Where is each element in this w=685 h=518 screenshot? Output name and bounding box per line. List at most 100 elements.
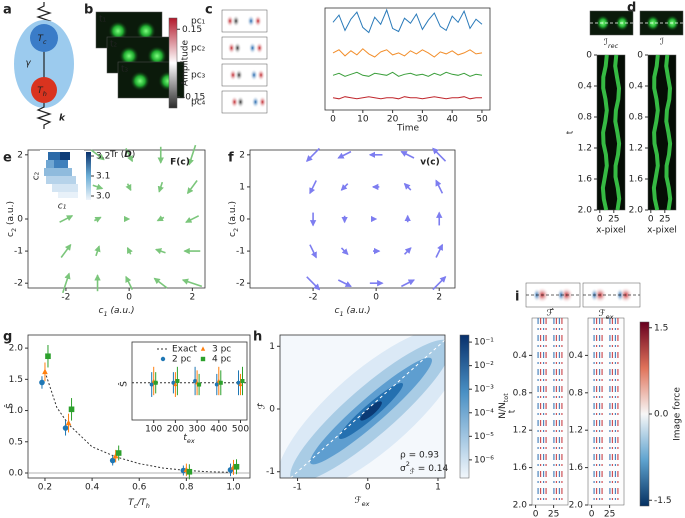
panel-label: a xyxy=(3,3,12,18)
data-point xyxy=(65,419,72,426)
data-point xyxy=(175,379,180,383)
data-point xyxy=(233,463,240,470)
data-point xyxy=(200,346,206,351)
vector-arrow xyxy=(60,243,72,258)
text-part: T xyxy=(37,34,44,44)
text-part: c xyxy=(134,502,138,510)
x-tick-label: 300 xyxy=(189,425,206,435)
x-tick-label: 0.4 xyxy=(85,483,100,493)
x-tick-label: 50 xyxy=(476,115,488,125)
y-tick-label: 0 xyxy=(17,215,23,225)
kymograph-track xyxy=(651,54,660,211)
text-part: = 0.14 xyxy=(415,464,449,474)
x-tick-label: 500 xyxy=(232,425,249,435)
vector-arrow xyxy=(125,183,132,192)
y-tick-label: 1.6 xyxy=(578,175,593,185)
data-point xyxy=(45,353,51,360)
y-label: ℱ̂ xyxy=(257,402,268,409)
data-point xyxy=(173,382,178,387)
y-tick-label: 1.2 xyxy=(513,426,527,436)
x-tick-label: 0 xyxy=(373,293,379,303)
x-tick-label: 0 xyxy=(365,483,371,493)
data-point xyxy=(115,450,122,456)
y-tick-label: 0.4 xyxy=(569,351,584,361)
text-part: tot xyxy=(502,393,510,402)
colorbar-label: Tr (D) xyxy=(109,150,135,160)
text-part: c xyxy=(335,306,340,316)
text-part: h xyxy=(146,502,150,510)
vector-arrow xyxy=(400,150,415,159)
y-label: Ŝ xyxy=(4,403,16,409)
data-point xyxy=(109,457,116,464)
inset-heatmap xyxy=(40,150,91,200)
kymograph xyxy=(531,317,569,506)
kymograph xyxy=(587,317,625,506)
y-tick-label: 10⁻⁴ xyxy=(474,408,494,418)
text-part: c xyxy=(228,232,238,237)
y-tick-label: 0.8 xyxy=(569,388,584,398)
x-label: c1 (a.u.) xyxy=(99,306,135,319)
x-label: ℱex xyxy=(355,496,370,509)
y-tick-label: 1.2 xyxy=(569,426,583,436)
x-tick-label: 0 xyxy=(330,115,336,125)
x-tick-label: 0 xyxy=(597,215,603,225)
y-tick-label: 1.5 xyxy=(9,375,23,385)
vector-arrow xyxy=(403,182,412,191)
y-tick-label: 0.8 xyxy=(578,113,593,123)
y-tick-label: 2.0 xyxy=(569,501,584,511)
vector-arrow xyxy=(157,181,164,193)
text-part: /T xyxy=(136,498,147,508)
pc-blob xyxy=(258,96,267,108)
text-part: c xyxy=(43,38,47,46)
legend-label: pc₄ xyxy=(191,98,206,108)
kymograph-track xyxy=(600,54,609,211)
y-tick-label: 0 xyxy=(586,51,592,61)
legend-label: Exact xyxy=(172,345,197,355)
x-tick-label: 400 xyxy=(210,425,227,435)
vector-arrow xyxy=(337,150,352,159)
vector-arrow xyxy=(125,275,134,290)
series-line xyxy=(332,8,483,34)
pc-blob xyxy=(236,96,245,108)
vector-arrow xyxy=(309,244,317,259)
y-tick-label: 1 xyxy=(269,342,275,352)
x-tick-label: 25 xyxy=(608,215,619,225)
text-part: ℱ xyxy=(355,496,362,506)
legend-label: pc₂ xyxy=(191,44,206,54)
x-label: x-pixel xyxy=(596,226,626,236)
text-part: ) xyxy=(132,150,136,160)
vector-arrow xyxy=(62,272,71,294)
text-part: ℱ xyxy=(599,309,606,319)
y-tick-label: 1.6 xyxy=(513,463,528,473)
colorbar xyxy=(168,17,178,109)
data-point xyxy=(200,356,206,362)
y-tick-label: 0.8 xyxy=(629,113,644,123)
kymograph-title: ℐ xyxy=(660,38,664,48)
x-label: c1 (a.u.) xyxy=(335,306,371,319)
panel-label: c xyxy=(205,3,213,18)
vector-arrow xyxy=(306,147,320,162)
coupling-label: γ xyxy=(25,59,31,69)
field-title: v(c) xyxy=(420,158,439,168)
y-tick-label: 1.5 xyxy=(654,323,668,333)
vector-arrow xyxy=(90,149,105,161)
y-tick-label: 3.1 xyxy=(96,172,110,182)
text-part: (a.u.) xyxy=(108,306,135,316)
y-tick-label: 10⁻³ xyxy=(474,385,494,395)
y-tick-label: 2.0 xyxy=(9,344,24,354)
x-tick-label: 0.8 xyxy=(179,483,194,493)
vector-arrow xyxy=(156,215,165,222)
y-tick-label: 10⁻¹ xyxy=(474,338,494,348)
y-tick-label: -2 xyxy=(14,279,23,289)
text-part: ex xyxy=(187,437,195,445)
x-label: Tc/Th xyxy=(128,498,150,511)
y-tick-label: 1.2 xyxy=(629,144,643,154)
pc-blob xyxy=(257,69,265,81)
legend-label: pc₃ xyxy=(191,71,206,81)
text-part: c xyxy=(99,306,104,316)
vector-arrow xyxy=(94,245,101,257)
x-tick-label: 0 xyxy=(533,510,539,518)
data-point xyxy=(153,380,158,385)
y-tick-label: 3.2 xyxy=(96,152,110,162)
panel-label: h xyxy=(253,330,262,345)
